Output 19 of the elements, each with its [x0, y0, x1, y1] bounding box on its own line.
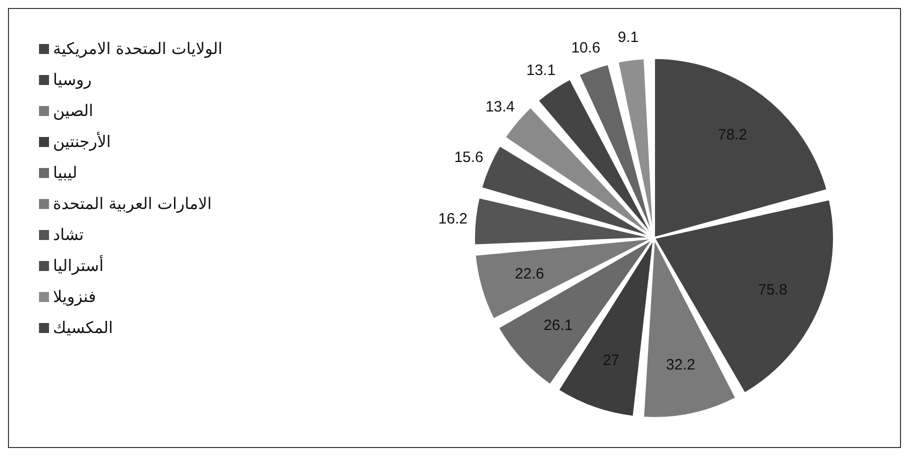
data-label: 10.6 — [571, 39, 600, 56]
data-label: 15.6 — [454, 148, 484, 166]
legend-label: أستراليا — [53, 256, 104, 275]
data-label: 13.4 — [485, 98, 515, 116]
legend-label: الأرجنتين — [53, 132, 111, 151]
data-label: 16.2 — [438, 210, 468, 228]
legend-label: فنزويلا — [53, 287, 96, 306]
data-label: 22.6 — [514, 265, 544, 282]
data-label: 32.2 — [666, 356, 696, 374]
legend-label: تشاد — [53, 225, 84, 244]
data-label: 26.1 — [544, 316, 573, 334]
data-label: 9.1 — [618, 29, 639, 46]
legend-label: ليبيا — [53, 163, 78, 182]
legend-label: روسيا — [53, 70, 92, 89]
legend-label: الصين — [53, 101, 94, 120]
data-label: 13.1 — [526, 62, 556, 80]
legend-label: المكسيك — [53, 318, 113, 337]
legend-label: الامارات العربية المتحدة — [53, 194, 212, 213]
legend-label: الولايات المتحدة الامريكية — [53, 39, 222, 58]
